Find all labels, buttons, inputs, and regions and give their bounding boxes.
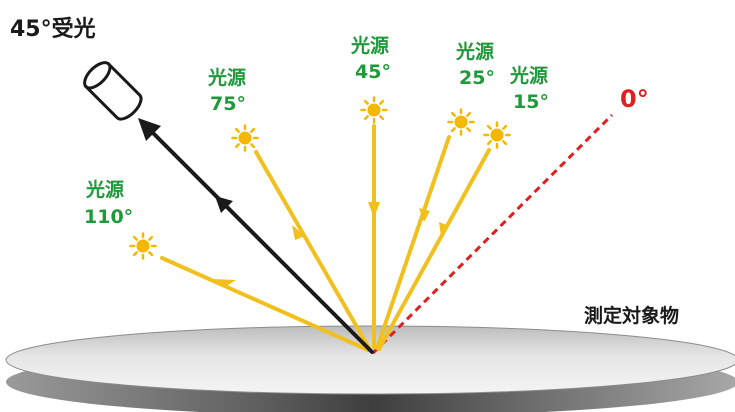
receiver-label: 45°受光 xyxy=(10,16,96,42)
ray-15 xyxy=(377,148,491,351)
source-label-25: 光源 25° xyxy=(455,40,495,89)
specular-reference-line xyxy=(371,113,614,355)
light-sources xyxy=(129,96,511,260)
svg-text:光源: 光源 xyxy=(509,64,548,87)
ray-110 xyxy=(160,256,370,352)
incident-rays xyxy=(160,124,491,352)
receiver-cylinder-icon xyxy=(83,61,143,121)
svg-text:光源: 光源 xyxy=(455,40,494,63)
arrowhead-15 xyxy=(439,222,449,237)
svg-text:110°: 110° xyxy=(84,206,133,228)
reflected-arrowhead-mid xyxy=(215,196,233,213)
sun-icon-75 xyxy=(231,124,259,152)
sun-icon-15 xyxy=(483,121,511,149)
svg-text:25°: 25° xyxy=(459,67,495,89)
svg-text:光源: 光源 xyxy=(85,178,124,201)
sun-icon-110 xyxy=(129,232,157,260)
ray-75 xyxy=(254,150,371,350)
arrowhead-75 xyxy=(292,225,305,240)
svg-text:15°: 15° xyxy=(513,91,549,113)
reflected-ray xyxy=(138,118,374,354)
svg-text:光源: 光源 xyxy=(207,66,246,89)
source-label-45: 光源 45° xyxy=(350,34,391,83)
svg-text:45°: 45° xyxy=(355,61,391,83)
arrowhead-25 xyxy=(419,208,430,222)
arrowhead-110 xyxy=(214,279,236,287)
sun-icon-25 xyxy=(447,108,475,136)
sample-label: 測定対象物 xyxy=(584,304,679,327)
specular-label: 0° xyxy=(620,85,649,113)
incident-ray-arrowheads xyxy=(214,202,449,287)
source-label-110: 光源 110° xyxy=(84,178,133,228)
source-label-75: 光源 75° xyxy=(207,66,246,115)
svg-text:光源: 光源 xyxy=(350,34,389,57)
arrowhead-45 xyxy=(368,202,380,218)
reflected-arrowhead-end xyxy=(138,118,161,141)
sun-icon-45 xyxy=(360,96,388,124)
source-label-15: 光源 15° xyxy=(509,64,549,113)
ray-25 xyxy=(375,135,451,350)
svg-text:75°: 75° xyxy=(210,93,246,115)
sample-disk xyxy=(5,325,735,412)
